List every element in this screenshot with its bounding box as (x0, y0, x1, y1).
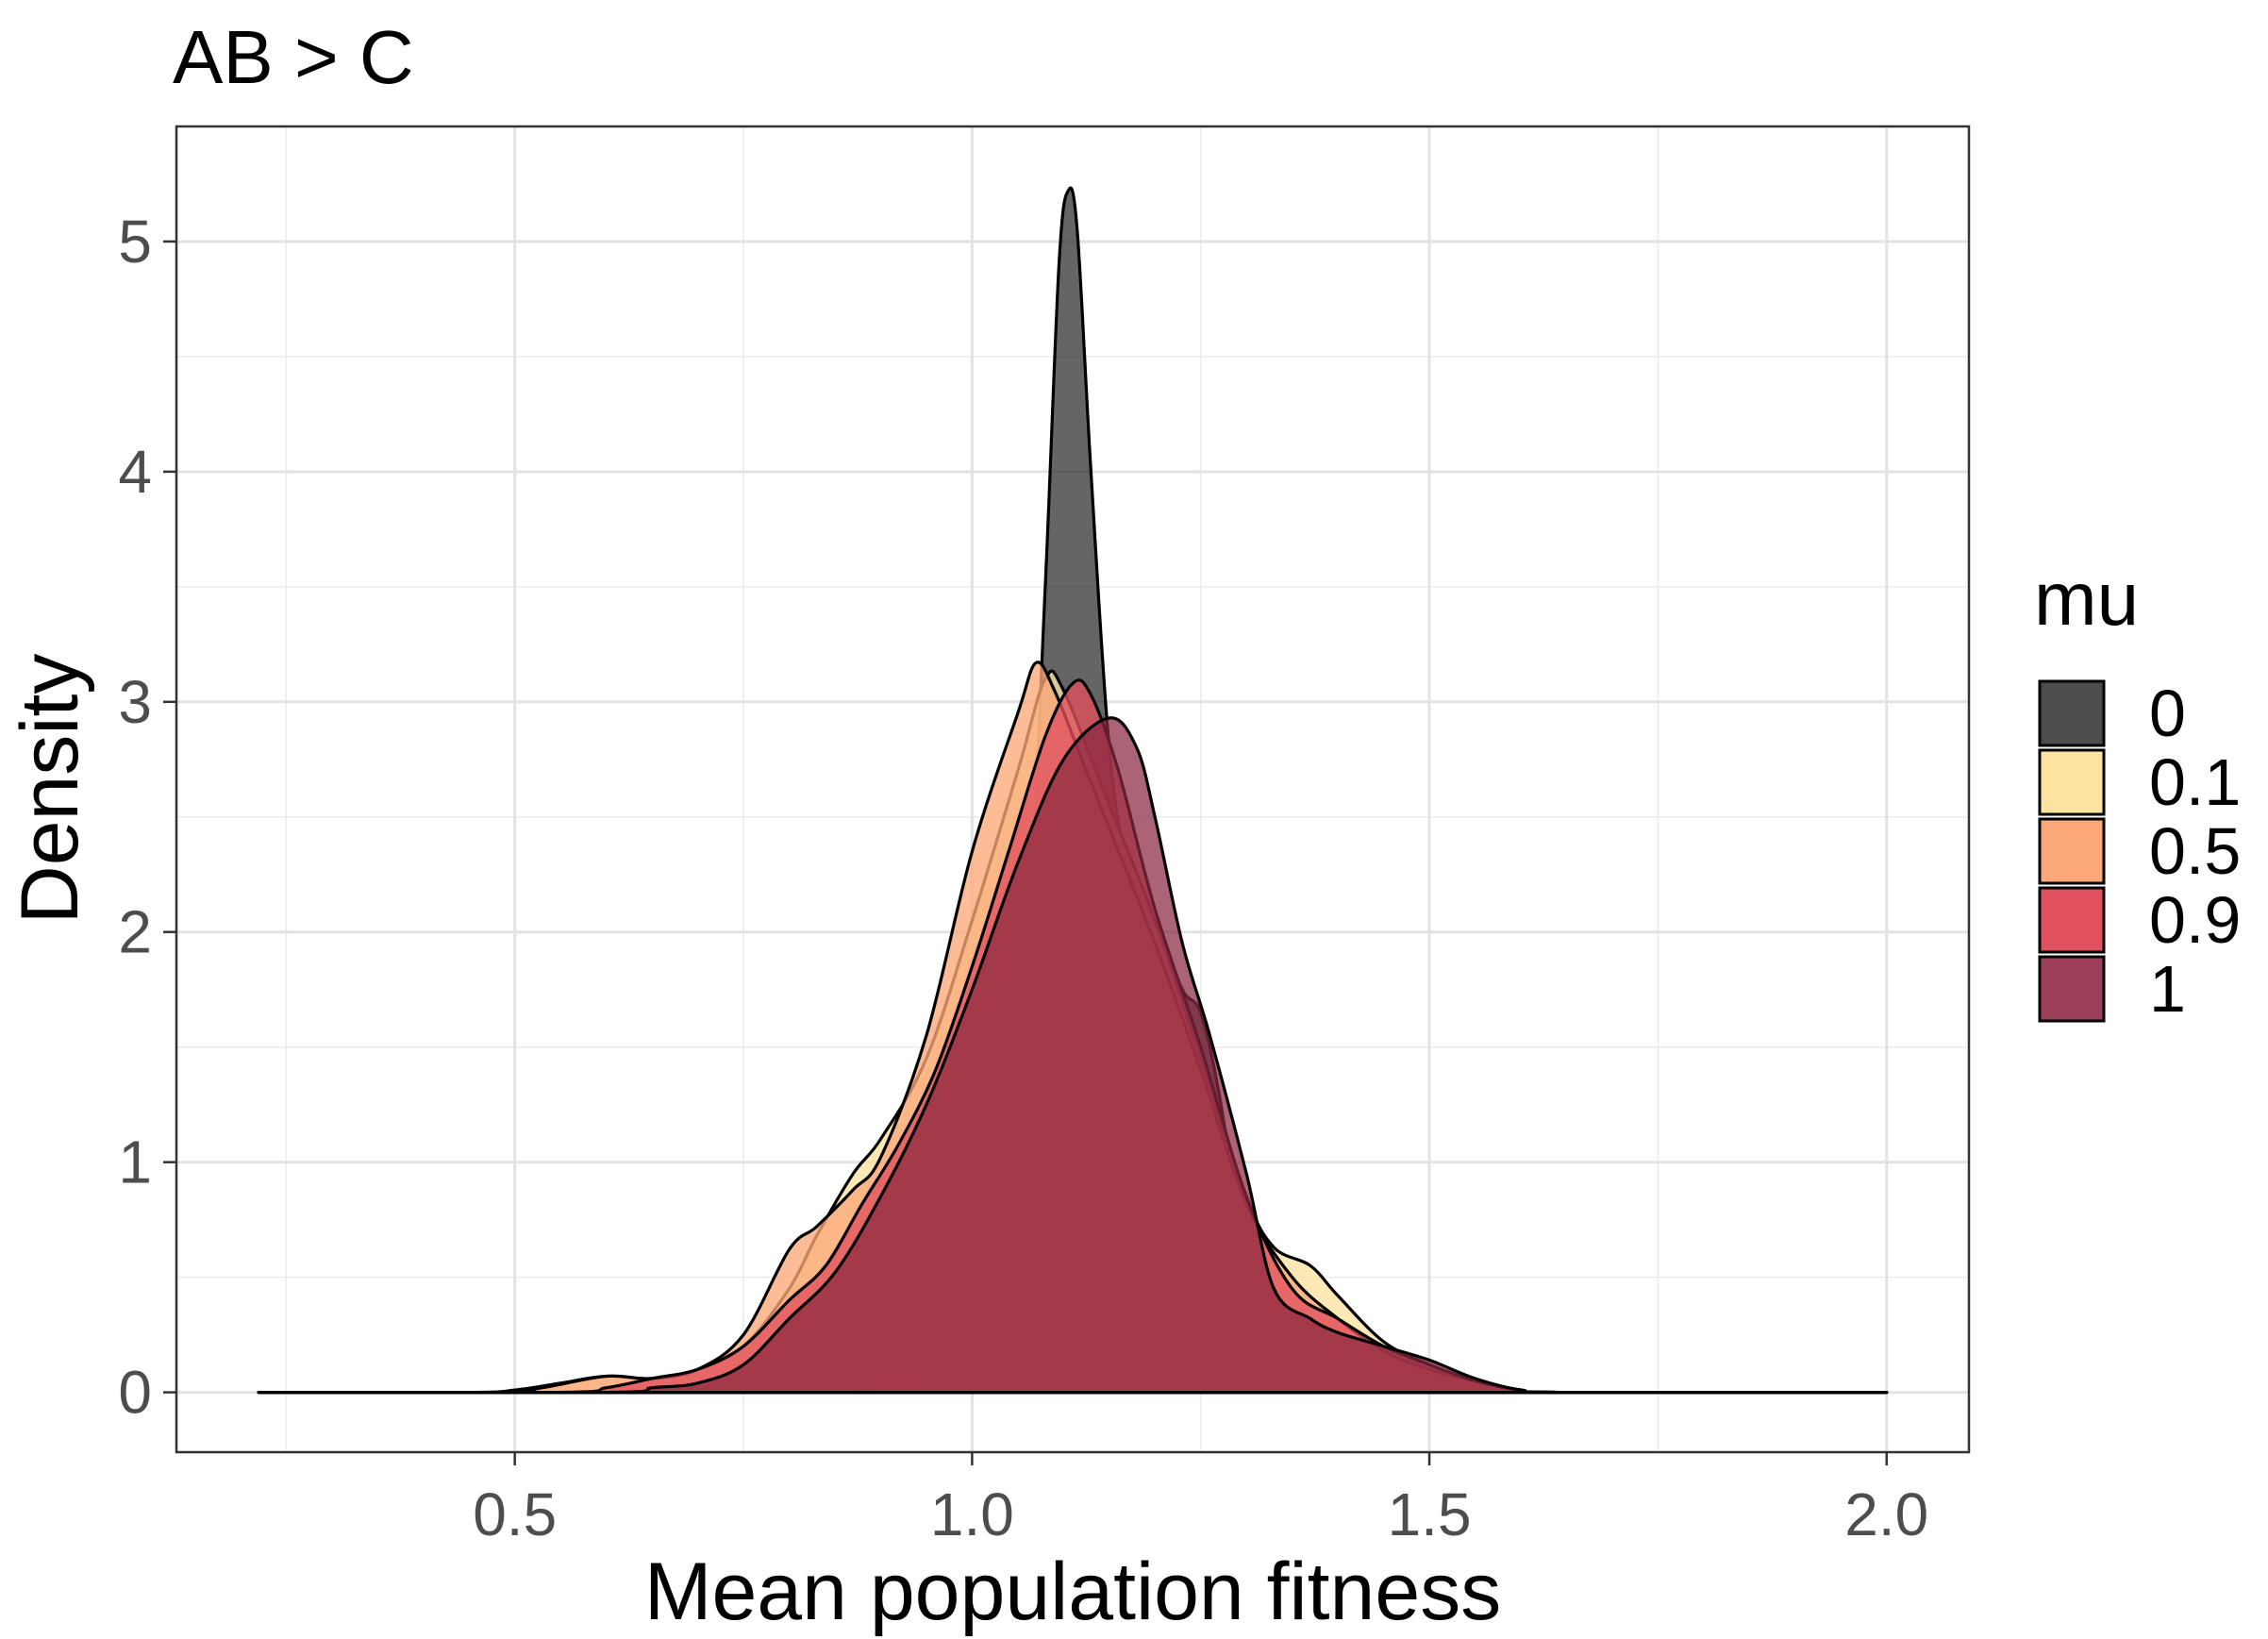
x-tick-label: 2.0 (1844, 1480, 1928, 1548)
x-tick-label: 1.5 (1388, 1480, 1472, 1548)
y-tick-label: 4 (118, 438, 152, 506)
legend-label-0.1: 0.1 (2149, 745, 2241, 819)
series-layer (257, 186, 1889, 1395)
x-tick-label: 1.0 (930, 1480, 1014, 1548)
plot-area (175, 125, 1971, 1454)
y-axis-title: Density (5, 654, 95, 925)
x-axis-title: Mean population fitness (644, 1547, 1501, 1637)
y-tick-label: 5 (118, 208, 152, 276)
y-tick-label: 3 (118, 668, 152, 736)
y-tick-label: 0 (118, 1359, 152, 1427)
y-axis: 0 1 2 3 4 5 (118, 208, 176, 1427)
legend-key-0.9 (2038, 886, 2106, 954)
chart-title: AB > C (173, 15, 414, 99)
legend-label-0.5: 0.5 (2149, 814, 2241, 888)
legend-label-1: 1 (2149, 952, 2186, 1026)
y-tick-label: 2 (118, 898, 152, 966)
legend-label-0: 0 (2149, 677, 2186, 750)
density-area-mu-1 (257, 716, 1889, 1395)
legend-key-0.1 (2038, 748, 2106, 816)
legend-title: mu (2034, 557, 2139, 641)
legend: mu 00.10.50.91 (2034, 557, 2241, 1026)
y-tick-label: 1 (118, 1129, 152, 1196)
x-tick-label: 0.5 (473, 1480, 557, 1548)
plot-border (175, 125, 1971, 1454)
legend-key-0 (2038, 679, 2106, 747)
x-axis: 0.5 1.0 1.5 2.0 (473, 1452, 1928, 1548)
legend-key-0.5 (2038, 817, 2106, 885)
legend-key-1 (2038, 955, 2106, 1023)
legend-label-0.9: 0.9 (2149, 883, 2241, 957)
